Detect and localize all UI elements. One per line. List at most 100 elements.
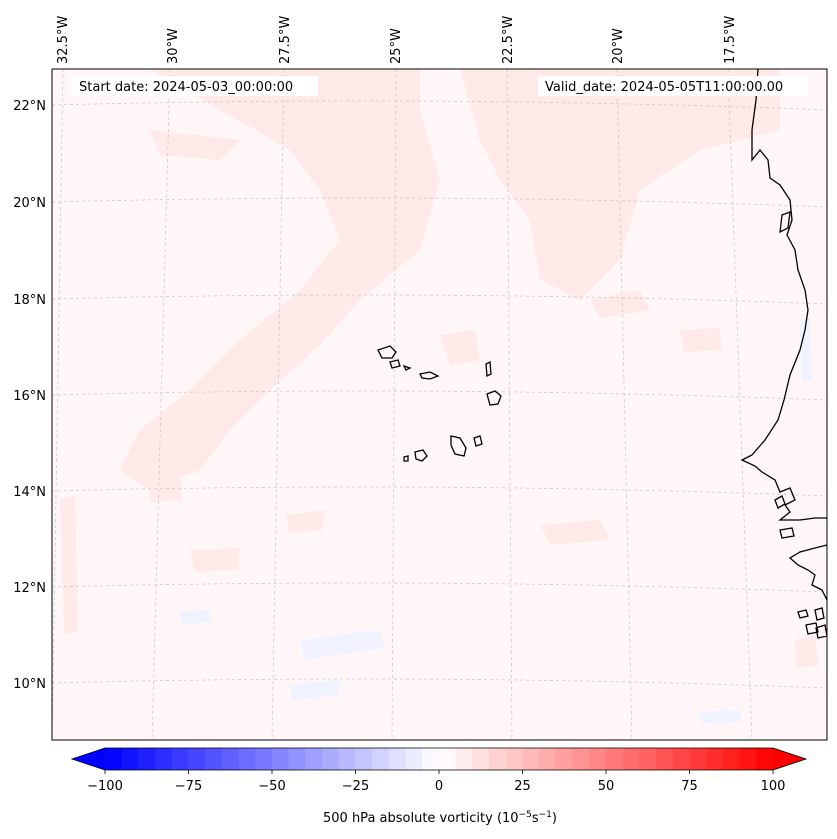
parallel-gridline	[52, 294, 827, 305]
coastline	[740, 69, 827, 639]
parallel-gridline	[52, 678, 827, 689]
saloum-islands	[779, 527, 795, 539]
colorbar-tick-label: −75	[175, 779, 202, 794]
start-date-label: Start date: 2024-05-03_00:00:00	[79, 80, 293, 95]
island-sao-vicente	[389, 359, 401, 369]
lon-label: 22.5°W	[501, 16, 516, 64]
lon-label: 32.5°W	[56, 16, 71, 64]
lat-label: 16°N	[13, 389, 46, 404]
map-frame	[51, 68, 828, 741]
vorticity-negative-patch	[700, 710, 742, 724]
island-maio	[473, 435, 483, 447]
colorbar-tick-label: −25	[342, 779, 369, 794]
vorticity-negative-patch	[290, 680, 340, 700]
meridian-gridline	[616, 69, 633, 740]
colorbar-label: 500 hPa absolute vorticity (10−5s−1)	[323, 810, 557, 826]
colorbar-bin	[455, 748, 473, 770]
parallel-gridline	[52, 486, 827, 497]
colorbar-tick-label: 75	[681, 779, 698, 794]
map-panel: Start date: 2024-05-03_00:00:00 Valid_da…	[51, 68, 828, 741]
colorbar-bin	[739, 748, 757, 770]
colorbar-bin	[138, 748, 156, 770]
colorbar-ticks: −100 −75 −50 −25 0 25 50 75 100	[87, 770, 785, 794]
vorticity-positive-band	[460, 69, 780, 300]
colorbar-bin	[155, 748, 173, 770]
colorbar-bin	[706, 748, 724, 770]
parallel-gridline	[52, 582, 827, 593]
island-santiago	[450, 435, 467, 457]
colorbar-bin	[388, 748, 407, 770]
longitude-labels: 32.5°W 30°W 27.5°W 25°W 22.5°W 20°W 17.5…	[56, 16, 738, 64]
colorbar-bin	[422, 748, 440, 770]
vorticity-negative-patch	[800, 318, 812, 382]
colorbar-extend-max	[773, 748, 806, 770]
cape-verde-islands	[377, 345, 502, 462]
colorbar-bin	[238, 748, 256, 770]
vorticity-positive-patch	[795, 635, 818, 668]
colorbar-bin	[439, 748, 457, 770]
colorbar-bin	[405, 748, 423, 770]
lon-label: 20°W	[611, 28, 626, 64]
lat-label: 14°N	[13, 485, 46, 500]
colorbar-tick-label: −50	[258, 779, 285, 794]
colorbar-bin	[656, 748, 674, 770]
vorticity-positive-patch	[285, 510, 325, 532]
colorbar-extend-min	[72, 748, 105, 770]
start-date-box	[70, 76, 318, 96]
meridian-gridline	[271, 69, 285, 740]
colorbar-bin	[555, 748, 574, 770]
bijagos-island	[814, 607, 825, 621]
colorbar-tick-label: 0	[435, 779, 443, 794]
parallel-gridline	[52, 197, 827, 208]
colorbar-bins	[105, 748, 774, 770]
latitude-labels: 22°N 20°N 18°N 16°N 14°N 12°N 10°N	[13, 99, 46, 692]
colorbar-bin	[572, 748, 590, 770]
colorbar-bin	[322, 748, 340, 770]
colorbar-bin	[305, 748, 323, 770]
lon-label: 17.5°W	[723, 16, 738, 64]
colorbar-bin	[205, 748, 223, 770]
island-boa-vista	[486, 390, 502, 406]
valid-date-label: Valid_date: 2024-05-05T11:00:00.00	[545, 80, 783, 95]
colorbar-bin	[689, 748, 707, 770]
island-santa-luzia	[402, 364, 412, 371]
lat-label: 20°N	[13, 196, 46, 211]
vorticity-positive-band	[120, 69, 440, 490]
lat-label: 22°N	[13, 99, 46, 114]
colorbar-bin	[639, 748, 657, 770]
colorbar-bin	[622, 748, 640, 770]
island-brava	[403, 455, 409, 462]
island-santo-antao	[377, 345, 397, 359]
colorbar-bin	[672, 748, 691, 770]
lon-label: 27.5°W	[278, 16, 293, 64]
vorticity-positive-patch	[590, 290, 650, 318]
colorbar-bin	[171, 748, 190, 770]
river-mouth	[779, 211, 791, 234]
vorticity-positive-patch	[540, 520, 610, 545]
colorbar-tick-label: 100	[761, 779, 786, 794]
island-sal	[485, 360, 492, 378]
colorbar-bin	[505, 748, 524, 770]
vorticity-positive-patch	[60, 495, 78, 635]
meridian-gridline	[391, 69, 397, 740]
meridian-gridline	[52, 69, 64, 740]
guinea-bissau-coastline	[788, 544, 827, 601]
lat-label: 10°N	[13, 677, 46, 692]
colorbar-bin	[221, 748, 240, 770]
colorbar-bin	[105, 748, 123, 770]
lon-label: 30°W	[166, 28, 181, 64]
colorbar-bin	[539, 748, 557, 770]
colorbar-bin	[355, 748, 373, 770]
vorticity-positive-band	[150, 130, 240, 160]
vorticity-positive-patch	[440, 330, 480, 365]
parallel-gridline	[52, 100, 827, 111]
colorbar-bin	[589, 748, 607, 770]
colorbar-tick-label: 25	[514, 779, 531, 794]
colorbar-bin	[255, 748, 273, 770]
lon-label: 25°W	[389, 28, 404, 64]
vorticity-positive-patch	[680, 328, 722, 352]
lat-label: 12°N	[13, 581, 46, 596]
colorbar-bin	[472, 748, 490, 770]
west-africa-coastline	[740, 69, 827, 521]
